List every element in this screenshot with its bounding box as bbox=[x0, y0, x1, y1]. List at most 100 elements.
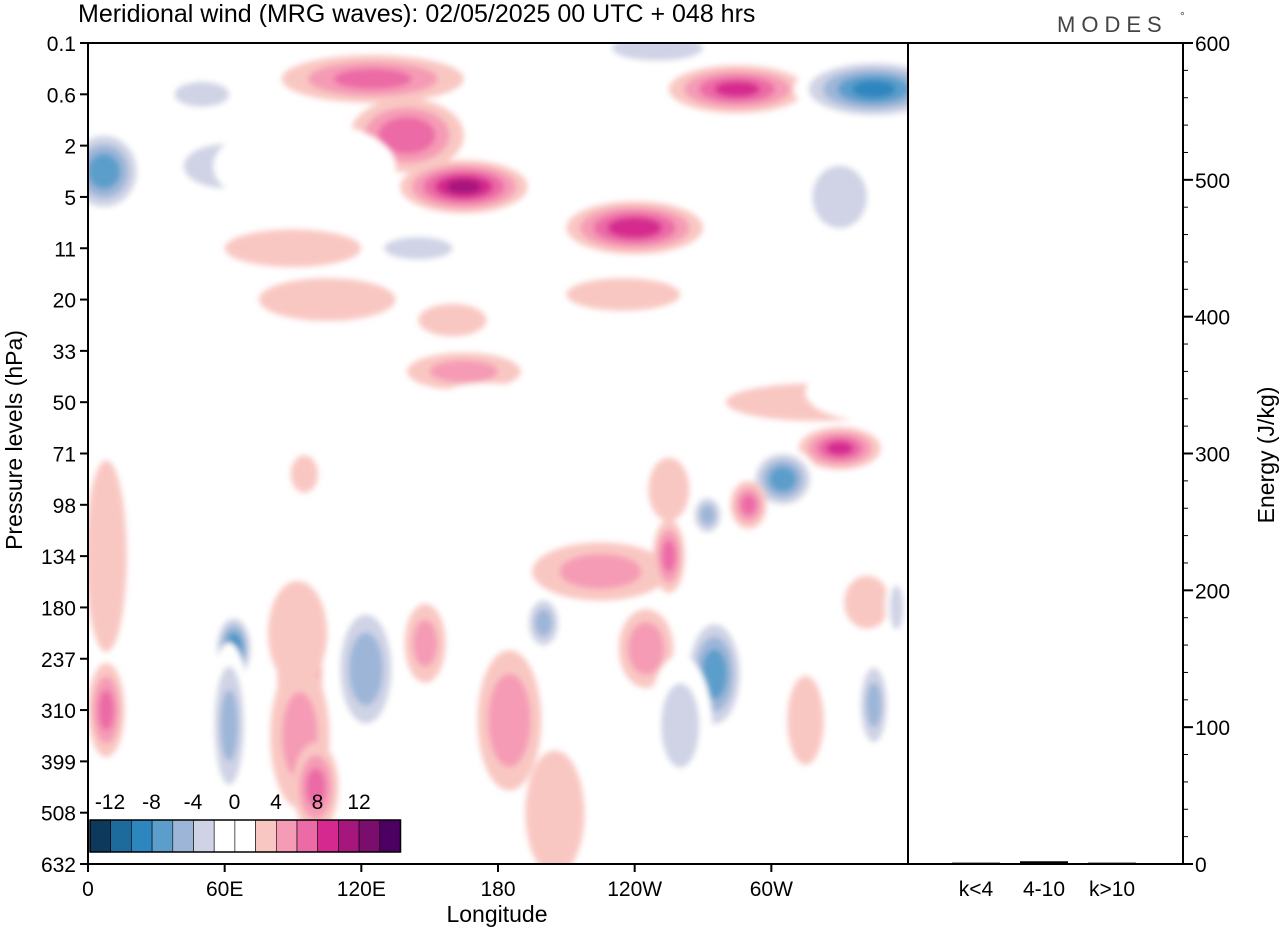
contour-band bbox=[648, 457, 690, 522]
contour-band bbox=[534, 609, 553, 637]
wind-anomaly-positive bbox=[844, 575, 890, 629]
wind-anomaly-negative bbox=[213, 121, 396, 211]
colorbar-swatch bbox=[338, 819, 360, 853]
colorbar-swatch bbox=[234, 819, 256, 853]
contour-band bbox=[488, 673, 531, 768]
energy-tick-label: 0 bbox=[1195, 854, 1207, 877]
wind-anomaly-negative bbox=[885, 570, 908, 645]
contour-band bbox=[627, 622, 665, 675]
x-tick-label: 60E bbox=[206, 878, 243, 901]
contour-band bbox=[699, 504, 716, 526]
y-tick-label: 237 bbox=[41, 649, 76, 672]
contour-band bbox=[290, 455, 319, 493]
wind-anomaly-positive bbox=[787, 675, 824, 765]
wind-anomaly-positive bbox=[566, 278, 681, 311]
wind-anomaly-negative bbox=[208, 642, 250, 809]
wind-anomaly-positive bbox=[566, 201, 703, 255]
contour-band bbox=[769, 466, 797, 492]
wind-anomaly-negative bbox=[441, 383, 533, 411]
chart-title: Meridional wind (MRG waves): 02/05/2025 … bbox=[78, 0, 755, 28]
contour-band bbox=[441, 383, 533, 411]
wind-anomaly-positive bbox=[281, 54, 464, 103]
energy-tick-label: 300 bbox=[1195, 444, 1230, 467]
colorbar-swatch bbox=[89, 819, 112, 853]
colorbar-frame bbox=[89, 819, 402, 853]
colorbar-tick-label: -8 bbox=[142, 791, 161, 814]
wind-anomaly-negative bbox=[434, 573, 503, 611]
wind-anomaly-positive bbox=[293, 742, 339, 832]
x-tick-label: 180 bbox=[480, 878, 515, 901]
energy-axis-label: Energy (J/kg) bbox=[1253, 387, 1279, 524]
colorbar-tick-label: 0 bbox=[229, 791, 241, 814]
contour-band bbox=[714, 81, 760, 98]
wind-anomaly-negative bbox=[748, 447, 817, 511]
y-tick-label: 5 bbox=[64, 187, 76, 210]
wind-anomaly-positive bbox=[404, 604, 446, 683]
energy-bar bbox=[952, 862, 1000, 864]
contour-band bbox=[213, 121, 396, 211]
wind-anomaly-positive bbox=[258, 278, 396, 321]
contour-band bbox=[852, 80, 896, 98]
contour-band bbox=[306, 767, 326, 807]
energy-category-label: 4-10 bbox=[1023, 878, 1065, 901]
y-tick-label: 98 bbox=[53, 495, 76, 518]
y-axis-label: Pressure levels (hPa) bbox=[1, 330, 27, 550]
wind-anomaly-positive bbox=[798, 426, 881, 470]
contour-band bbox=[701, 649, 728, 700]
wind-anomaly-negative bbox=[794, 144, 886, 250]
x-tick-label: 120E bbox=[337, 878, 386, 901]
y-tick-label: 0.1 bbox=[47, 33, 76, 56]
wind-anomaly-negative bbox=[689, 491, 726, 540]
colorbar-tick-label: -4 bbox=[184, 791, 203, 814]
y-tick-label: 399 bbox=[41, 751, 76, 774]
colorbar-swatch bbox=[213, 819, 236, 853]
y-tick-label: 632 bbox=[41, 854, 76, 877]
y-tick-label: 20 bbox=[53, 290, 76, 313]
wind-anomaly-negative bbox=[133, 709, 157, 763]
contour-band bbox=[826, 441, 854, 456]
wind-anomaly-positive bbox=[477, 650, 542, 791]
wind-anomaly-positive bbox=[418, 303, 487, 337]
contour-band bbox=[566, 278, 681, 311]
colorbar: -12 -8 -4 0 4 8 12 bbox=[89, 791, 402, 853]
colorbar-swatch bbox=[255, 819, 277, 853]
wind-anomaly-positive bbox=[525, 750, 585, 864]
contour-band bbox=[224, 229, 362, 268]
y-tick-label: 2 bbox=[64, 136, 76, 159]
wind-anomaly-positive bbox=[88, 460, 127, 652]
colorbar-tick-label: -12 bbox=[95, 791, 125, 814]
colorbar-swatch bbox=[131, 819, 153, 853]
wind-anomaly-negative bbox=[794, 57, 908, 121]
colorbar-swatch bbox=[358, 819, 381, 853]
colorbar-swatch bbox=[151, 819, 174, 853]
modes-logo: MODES bbox=[1057, 12, 1168, 37]
colorbar-swatch bbox=[110, 819, 132, 853]
x-tick-label: 120W bbox=[607, 878, 662, 901]
wind-anomaly-negative bbox=[331, 596, 401, 742]
contour-band bbox=[559, 554, 642, 589]
wind-anomaly-positive bbox=[618, 609, 674, 688]
contour-band bbox=[98, 689, 115, 731]
energy-category-label: k>10 bbox=[1089, 878, 1135, 901]
y-tick-label: 508 bbox=[41, 803, 76, 826]
contour-band bbox=[889, 585, 904, 630]
contour-band bbox=[333, 68, 412, 90]
wind-anomaly-positive bbox=[730, 480, 767, 529]
contour-band bbox=[844, 575, 890, 629]
x-tick-label: 0 bbox=[82, 878, 94, 901]
wind-anomaly-negative bbox=[361, 229, 476, 268]
contour-band bbox=[412, 619, 438, 667]
colorbar-swatch bbox=[296, 819, 319, 853]
wind-anomaly-positive bbox=[400, 160, 528, 214]
contour-band bbox=[384, 236, 453, 260]
y-tick-label: 11 bbox=[54, 238, 76, 261]
contour-band bbox=[133, 709, 157, 763]
wind-anomaly-positive bbox=[349, 98, 464, 173]
colorbar-tick-label: 12 bbox=[347, 791, 370, 814]
contour-band bbox=[429, 360, 499, 383]
wind-anomaly-negative bbox=[88, 126, 145, 216]
colorbar-swatch bbox=[275, 819, 298, 853]
energy-tick-label: 400 bbox=[1195, 307, 1230, 330]
wind-anomaly-positive bbox=[652, 519, 685, 593]
